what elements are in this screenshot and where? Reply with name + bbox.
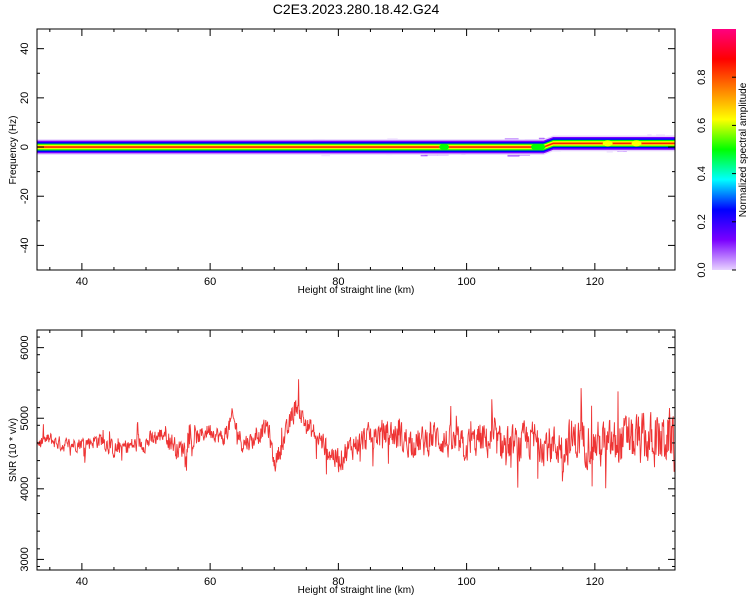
colorbar-tick-label: 0.0 [696, 262, 708, 277]
colorbar-tick-label: 0.8 [696, 70, 708, 85]
snr-y-ticks: 3000 4000 5000 6000 [19, 335, 675, 572]
snr-line [37, 379, 675, 489]
spectrogram-panel: 40 60 80 100 120 -40 -20 0 20 40 Height of strai… [8, 28, 676, 296]
spectrogram-ridge-spot [631, 140, 642, 147]
spectrogram-x-tick-label: 40 [76, 276, 88, 288]
spectrogram-x-label: Height of straight line (km) [298, 285, 415, 296]
snr-y-label: SNR (10 * v/v) [8, 418, 19, 482]
snr-series [37, 379, 675, 489]
spectrogram-y-tick-label: -40 [19, 237, 31, 253]
snr-frame [36, 329, 676, 571]
snr-x-ticks: 40 60 80 100 120 [49, 330, 660, 588]
colorbar: 0.0 0.2 0.4 0.6 0.8 Normalized spectral ampl… [696, 29, 749, 278]
snr-x-tick-label: 60 [204, 576, 216, 588]
spectrogram-y-ticks: -40 -20 0 20 40 [19, 43, 675, 271]
chart-title: C2E3.2023.280.18.42.G24 [273, 1, 440, 17]
snr-panel: 40 60 80 100 120 3000 4000 5000 6000 Height of … [8, 329, 676, 596]
snr-y-tick-label: 4000 [19, 477, 31, 501]
spectrogram-heatmap [37, 134, 675, 157]
snr-y-tick-label: 3000 [19, 547, 31, 571]
spectrogram-y-tick-label: 20 [19, 92, 31, 104]
spectrogram-ridge-spot [439, 144, 450, 151]
spectrogram-frame [36, 28, 676, 271]
snr-x-tick-label: 100 [457, 576, 475, 588]
snr-x-tick-label: 40 [76, 576, 88, 588]
spectrogram-ridge-spot [602, 140, 613, 147]
snr-x-label: Height of straight line (km) [298, 585, 415, 596]
colorbar-label: Normalized spectral amplitude [738, 82, 749, 217]
colorbar-gradient [712, 29, 736, 270]
snr-y-tick-label: 6000 [19, 335, 31, 359]
snr-x-tick-label: 80 [332, 576, 344, 588]
spectrogram-y-tick-label: -20 [19, 188, 31, 204]
snr-x-tick-label: 120 [586, 576, 604, 588]
colorbar-tick-label: 0.6 [696, 118, 708, 133]
snr-y-tick-label: 5000 [19, 406, 31, 430]
spectrogram-x-tick-label: 60 [204, 276, 216, 288]
spectrogram-y-tick-label: 40 [19, 43, 31, 55]
colorbar-tick-label: 0.2 [696, 214, 708, 229]
spectrogram-x-ticks: 40 60 80 100 120 [49, 29, 660, 288]
spectrogram-x-tick-label: 80 [332, 276, 344, 288]
colorbar-ticks: 0.0 0.2 0.4 0.6 0.8 [696, 70, 736, 278]
spectrogram-y-label: Frequency (Hz) [8, 116, 19, 185]
spectrogram-ridge-spot [535, 144, 546, 151]
colorbar-tick-label: 0.4 [696, 166, 708, 181]
spectrogram-x-tick-label: 120 [586, 276, 604, 288]
spectrogram-y-tick-label: 0 [19, 144, 31, 150]
spectrogram-x-tick-label: 100 [457, 276, 475, 288]
